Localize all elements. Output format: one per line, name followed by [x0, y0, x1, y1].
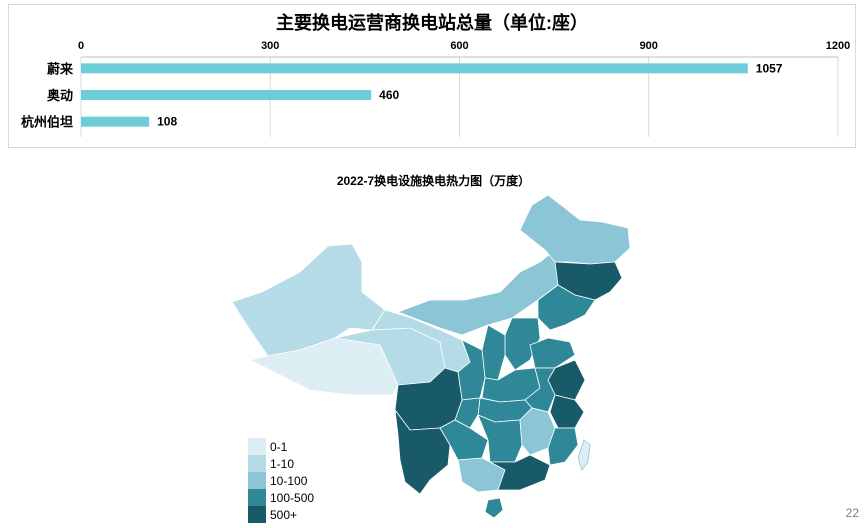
- map-region-heilongjiang: [519, 194, 631, 265]
- bar: [81, 90, 372, 100]
- map-region-hunan: [477, 414, 523, 463]
- data-label: 1057: [756, 61, 783, 75]
- bar-chart-panel: 主要换电运营商换电站总量（单位:座） 0 300 600 900 1200 蔚来 1057 奥…: [8, 4, 856, 148]
- category-label: 奥动: [47, 88, 73, 103]
- x-tick-label: 900: [640, 40, 658, 52]
- map-region-yunnan: [394, 408, 451, 495]
- map-chart-title: 2022-7换电设施换电热力图（万度）: [336, 174, 531, 188]
- legend-item: 10-100: [248, 472, 314, 489]
- legend-swatch: [248, 472, 266, 489]
- x-tick-label: 1200: [826, 40, 850, 52]
- bar: [81, 63, 748, 74]
- legend-label: 10-100: [270, 473, 308, 488]
- x-tick-label: 300: [261, 40, 279, 52]
- category-label: 杭州伯坦: [21, 115, 73, 130]
- legend-item: 100-500: [248, 489, 314, 506]
- legend-swatch: [248, 506, 266, 523]
- bar-chart-title: 主要换电运营商换电站总量（单位:座）: [276, 13, 588, 33]
- legend-swatch: [248, 455, 266, 472]
- page-number: 22: [845, 506, 859, 520]
- map-region-taiwan: [577, 439, 591, 471]
- map-region-shanxi: [481, 324, 506, 381]
- map-region-hainan: [484, 497, 504, 519]
- map-region-liaoning: [537, 284, 596, 331]
- legend-label: 500+: [270, 507, 298, 522]
- bar-chart: 0 300 600 900 1200 蔚来 1057 奥动 460 杭州伯坦 108: [21, 40, 850, 137]
- map-region-guangdong: [489, 454, 551, 491]
- legend-label: 0-1: [270, 439, 288, 454]
- bar: [81, 116, 150, 127]
- legend-label: 1-10: [270, 456, 295, 471]
- legend-item: 0-1: [248, 438, 314, 455]
- legend-item: 500+: [248, 506, 314, 523]
- x-tick-label: 600: [450, 40, 468, 52]
- map-region-zhejiang: [549, 394, 585, 429]
- data-label: 108: [157, 115, 177, 129]
- map-legend: 0-1 1-10 10-100 100-500 500+: [248, 438, 314, 523]
- legend-label: 100-500: [270, 490, 315, 505]
- data-label: 460: [379, 88, 399, 102]
- legend-swatch: [248, 489, 266, 506]
- x-tick-label: 0: [78, 40, 84, 52]
- map-region-guizhou: [439, 419, 489, 461]
- category-label: 蔚来: [47, 61, 74, 76]
- legend-item: 1-10: [248, 455, 314, 472]
- legend-swatch: [248, 438, 266, 455]
